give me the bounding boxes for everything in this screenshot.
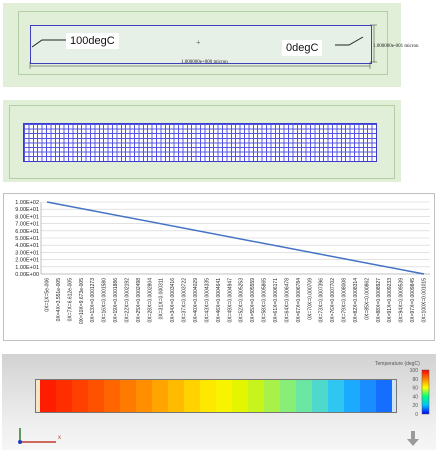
x-tick-label: 0X=79X=0.0008008	[342, 278, 348, 323]
y-tick-label: 1.00E+01	[15, 265, 39, 271]
x-tick-label: 0X=28X=0.0002804	[147, 278, 153, 323]
contour-cell	[104, 380, 120, 412]
y-tick-label: 3.00E+01	[15, 250, 39, 256]
x-tick-label: 0X=4X=3.551e-005	[56, 278, 62, 322]
x-tick-label: 0X=10X=9.673e-005	[79, 278, 85, 324]
contour-cell	[168, 380, 184, 412]
y-tick-label: 9.00E+01	[15, 207, 39, 213]
contour-cell	[264, 380, 280, 412]
y-tick-label: 4.00E+01	[15, 243, 39, 249]
series-line	[46, 201, 425, 275]
mesh-grid[interactable]	[23, 123, 377, 162]
x-tick-label: 0X=94X=0.0009539	[399, 278, 405, 323]
legend-colorbar	[421, 369, 430, 415]
x-tick-label: 0X=70X=0.000709	[307, 278, 313, 320]
x-tick-label: 0X=7X=6.612e-005	[67, 278, 73, 322]
legend-tick-label: 100	[410, 368, 419, 374]
x-tick-label: 0X=85X=0.000862	[364, 278, 370, 320]
x-tick-label: 0X=43X=0.0004335	[204, 278, 210, 323]
x-tick-label: 0X=97X=0.0009845	[410, 278, 416, 323]
x-tick-label: 0X=31X=0.000311	[159, 278, 165, 320]
contour-cell	[216, 380, 232, 412]
y-tick-label: 5.00E+01	[15, 236, 39, 242]
y-tick-label: 1.00E+02	[15, 200, 39, 206]
contour-cell	[328, 380, 344, 412]
x-tick-label: 0X=46X=0.0004641	[216, 278, 222, 323]
x-tick-label: 0X=49X=0.0004947	[227, 278, 233, 323]
y-tick-label: 2.00E+01	[15, 258, 39, 264]
contour-cell	[40, 380, 56, 412]
chart-svg: 0.00E+001.00E+012.00E+01 3.00E+014.00E+01…	[15, 200, 430, 324]
x-tick-label: 0X=88X=0.0008927	[376, 278, 382, 323]
x-tick-label: 0X=73X=0.0007396	[319, 278, 325, 323]
mesh-view-panel[interactable]	[3, 100, 401, 182]
x-tick-label: 0X=22X=0.0002192	[124, 278, 130, 323]
down-arrow-icon[interactable]	[407, 431, 419, 447]
contour-cell	[312, 380, 328, 412]
x-tick-label: 0X=25X=0.0002498	[136, 278, 142, 323]
contour-cell	[88, 380, 104, 412]
legend-tick-label: 60	[412, 386, 418, 392]
geometry-frame	[18, 11, 388, 75]
x-tick-label: 0X=13X=0.0001273	[90, 278, 96, 323]
legend-tick-label: 0	[415, 412, 418, 418]
mesh-frame	[9, 105, 395, 179]
contour-cell	[376, 380, 392, 412]
x-tick-label: 0X=16X=0.0001580	[102, 278, 108, 323]
x-tick-label: 0X=67X=0.0006784	[296, 278, 302, 323]
contour-cell	[344, 380, 360, 412]
legend-tick-label: 20	[412, 403, 418, 409]
contour-cell	[280, 380, 296, 412]
x-tick-label: 0X=1X=5e-006	[45, 278, 51, 312]
temperature-contour-bar[interactable]	[35, 379, 397, 413]
contour-cell	[232, 380, 248, 412]
contour-cell	[360, 380, 376, 412]
geometry-view-panel[interactable]: + 100degC 0degC 1.000000e+000 micron 1.0…	[3, 3, 419, 87]
contour-cell	[248, 380, 264, 412]
right-boundary-temperature-label: 0degC	[282, 40, 323, 56]
axis-x-label: x	[58, 435, 61, 441]
center-mark: +	[196, 38, 201, 47]
y-tick-label: 0.00E+00	[15, 272, 39, 278]
x-tick-label: 0X=40X=0.0004029	[193, 278, 199, 323]
contour-cell	[56, 380, 72, 412]
x-tick-label: 0X=91X=0.0009233	[387, 278, 393, 323]
contour-cell	[200, 380, 216, 412]
x-tick-label: 0X=82X=0.0008314	[353, 278, 359, 323]
contour-cell	[152, 380, 168, 412]
height-dimension-label: 1.000000e-001 micron	[373, 44, 419, 49]
x-tick-label: 0X=61X=0.0006171	[273, 278, 279, 323]
legend-tick-label: 40	[412, 394, 418, 400]
legend-tick-label: 80	[412, 377, 418, 383]
x-tick-label: 0X=34X=0.0003416	[170, 278, 176, 323]
contour-cell	[72, 380, 88, 412]
contour-cell	[36, 380, 40, 412]
contour-cell	[392, 380, 396, 412]
x-tick-label: 0X=55X=0.0005559	[250, 278, 256, 323]
x-tick-label: 0X=76X=0.0007702	[330, 278, 336, 323]
x-tick-label: 0X=52X=0.0005253	[239, 278, 245, 323]
y-tick-label: 6.00E+01	[15, 229, 39, 235]
left-boundary-temperature-label: 100degC	[66, 33, 119, 49]
contour-cell	[136, 380, 152, 412]
x-tick-label: 0X=58X=0.0005865	[262, 278, 268, 323]
x-tick-label: 0X=19X=0.0001886	[113, 278, 119, 323]
temperature-profile-chart: 0.00E+00 1.00E+01 2.00E+01 3.00E+01 4.00E+01…	[3, 193, 435, 341]
y-tick-label: 8.00E+01	[15, 214, 39, 220]
contour-cell	[184, 380, 200, 412]
temperature-contour-view[interactable]: Temperature (degC) 100 80 60 40 20 0 x	[2, 354, 436, 450]
contour-cell	[120, 380, 136, 412]
legend-title: Temperature (degC)	[375, 361, 420, 367]
dimension-lines-svg	[29, 24, 377, 69]
axis-triad-icon	[18, 428, 56, 444]
width-dimension-label: 1.000000e+000 micron	[181, 60, 228, 65]
x-tick-label: 0X=100X=0.001015	[422, 278, 428, 323]
contour-cell	[296, 380, 312, 412]
temperature-legend: 100 80 60 40 20 0	[410, 368, 430, 418]
y-tick-label: 7.00E+01	[15, 222, 39, 228]
x-tick-label: 0X=37X=0.0003722	[182, 278, 188, 323]
x-tick-label: 0X=64X=0.0006478	[284, 278, 290, 323]
